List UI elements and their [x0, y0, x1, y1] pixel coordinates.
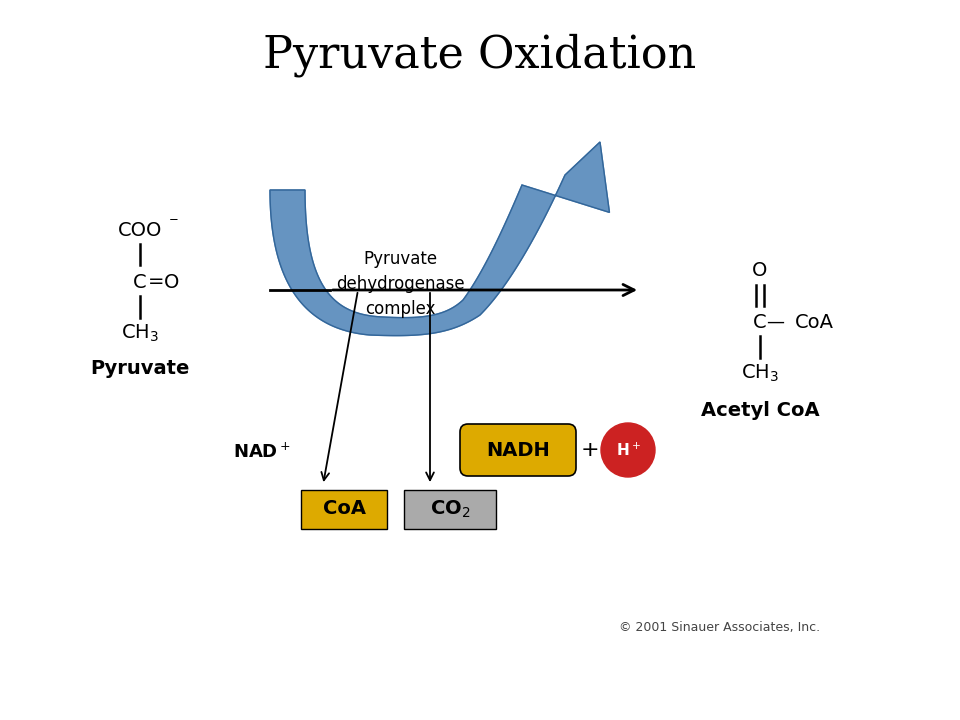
Text: O: O [753, 261, 768, 279]
Text: —: — [766, 313, 784, 331]
Text: Pyruvate Oxidation: Pyruvate Oxidation [263, 33, 697, 77]
Text: H$^+$: H$^+$ [615, 441, 640, 459]
Text: +: + [581, 440, 599, 460]
Text: Acetyl CoA: Acetyl CoA [701, 400, 819, 420]
Text: O: O [164, 272, 180, 292]
FancyBboxPatch shape [404, 490, 496, 529]
Text: =: = [148, 272, 164, 292]
Text: C: C [133, 272, 147, 292]
Text: CoA: CoA [323, 500, 366, 518]
Text: COO: COO [118, 220, 162, 240]
Text: © 2001 Sinauer Associates, Inc.: © 2001 Sinauer Associates, Inc. [619, 621, 821, 634]
Text: Pyruvate: Pyruvate [90, 359, 190, 377]
FancyBboxPatch shape [301, 490, 387, 529]
Text: NAD$^+$: NAD$^+$ [233, 442, 291, 462]
Text: CoA: CoA [795, 312, 833, 331]
Text: CH$_3$: CH$_3$ [741, 362, 779, 384]
Polygon shape [270, 142, 610, 336]
Text: $^-$: $^-$ [165, 215, 179, 233]
Text: NADH: NADH [486, 441, 550, 459]
Text: CO$_2$: CO$_2$ [430, 498, 470, 520]
FancyBboxPatch shape [460, 424, 576, 476]
Circle shape [601, 423, 655, 477]
Text: CH$_3$: CH$_3$ [121, 323, 159, 343]
Text: Pyruvate
dehydrogenase
complex: Pyruvate dehydrogenase complex [336, 250, 465, 318]
Text: C: C [754, 312, 767, 331]
